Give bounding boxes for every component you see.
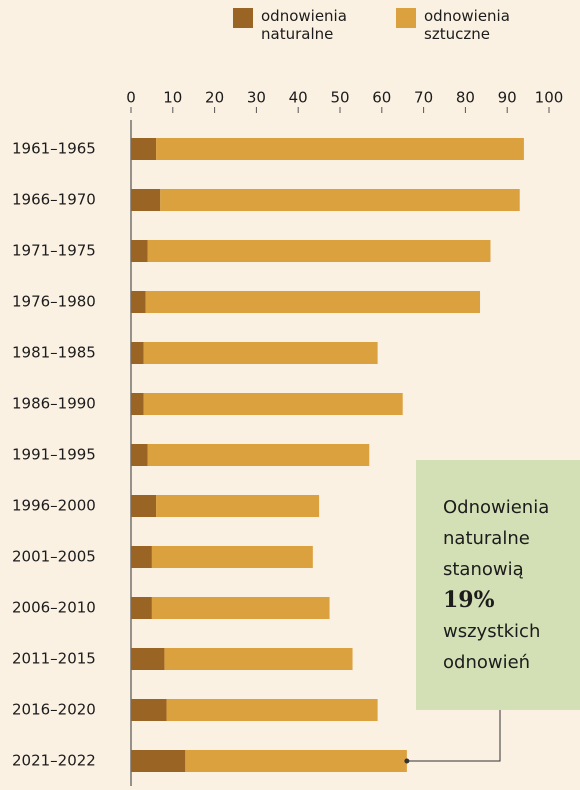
x-tick-label: 70 (414, 89, 433, 107)
bar-segment (131, 189, 161, 211)
bar-segment (164, 648, 353, 670)
bar-segment (131, 597, 152, 619)
bar-segment (185, 750, 407, 772)
annotation-highlight: 19% (443, 587, 495, 613)
bar-segment (131, 444, 148, 466)
x-tick-label: 0 (126, 89, 136, 107)
annotation-text: Odnowienia (443, 497, 549, 518)
y-tick-label: 1981–1985 (12, 344, 96, 362)
y-tick-label: 2001–2005 (12, 548, 96, 566)
annotation-text: naturalne (443, 528, 530, 549)
legend-label: odnowienia naturalne (261, 7, 347, 43)
annotation-text: wszystkich (443, 621, 540, 642)
y-tick-label: 1961–1965 (12, 140, 96, 158)
bar-segment (147, 444, 370, 466)
bar-segment (151, 546, 313, 568)
y-tick-label: 2021–2022 (12, 752, 96, 770)
bar-segment (160, 189, 520, 211)
y-tick-label: 1976–1980 (12, 293, 96, 311)
y-tick-label: 1986–1990 (12, 395, 96, 413)
annotation-dot (404, 758, 410, 764)
x-tick-label: 40 (289, 89, 308, 107)
annotation-box (416, 460, 580, 710)
y-tick-label: 1991–1995 (12, 446, 96, 464)
bar-segment (131, 342, 144, 364)
bar-segment (131, 546, 152, 568)
x-tick-label: 100 (535, 89, 564, 107)
bar-segment (143, 393, 403, 415)
x-tick-label: 30 (247, 89, 266, 107)
x-tick-label: 10 (163, 89, 182, 107)
y-tick-label: 1996–2000 (12, 497, 96, 515)
x-tick-label: 20 (205, 89, 224, 107)
legend-swatch (396, 8, 416, 28)
bar-segment (131, 240, 148, 262)
legend-label: odnowienia sztuczne (424, 7, 510, 43)
x-tick-label: 80 (456, 89, 475, 107)
y-tick-label: 2016–2020 (12, 701, 96, 719)
bar-segment (131, 291, 146, 313)
bar-segment (131, 750, 186, 772)
y-tick-label: 1966–1970 (12, 191, 96, 209)
bar-segment (131, 648, 165, 670)
bar-segment (156, 495, 320, 517)
x-tick-label: 60 (372, 89, 391, 107)
bar-segment (131, 138, 157, 160)
x-tick-label: 50 (330, 89, 349, 107)
bar-segment (143, 342, 378, 364)
annotation-connector (406, 710, 501, 762)
annotation-text: odnowień (443, 652, 530, 673)
bar-segment (131, 495, 157, 517)
bar-segment (156, 138, 524, 160)
bar-segment (131, 393, 144, 415)
legend-swatch (233, 8, 253, 28)
bar-segment (131, 699, 167, 721)
bar-segment (145, 291, 481, 313)
x-tick-label: 90 (498, 89, 517, 107)
y-tick-label: 2011–2015 (12, 650, 96, 668)
annotation-text: stanowią (443, 559, 524, 580)
bar-segment (166, 699, 378, 721)
bar-segment (151, 597, 330, 619)
y-tick-label: 1971–1975 (12, 242, 96, 260)
y-tick-label: 2006–2010 (12, 599, 96, 617)
bar-segment (147, 240, 491, 262)
